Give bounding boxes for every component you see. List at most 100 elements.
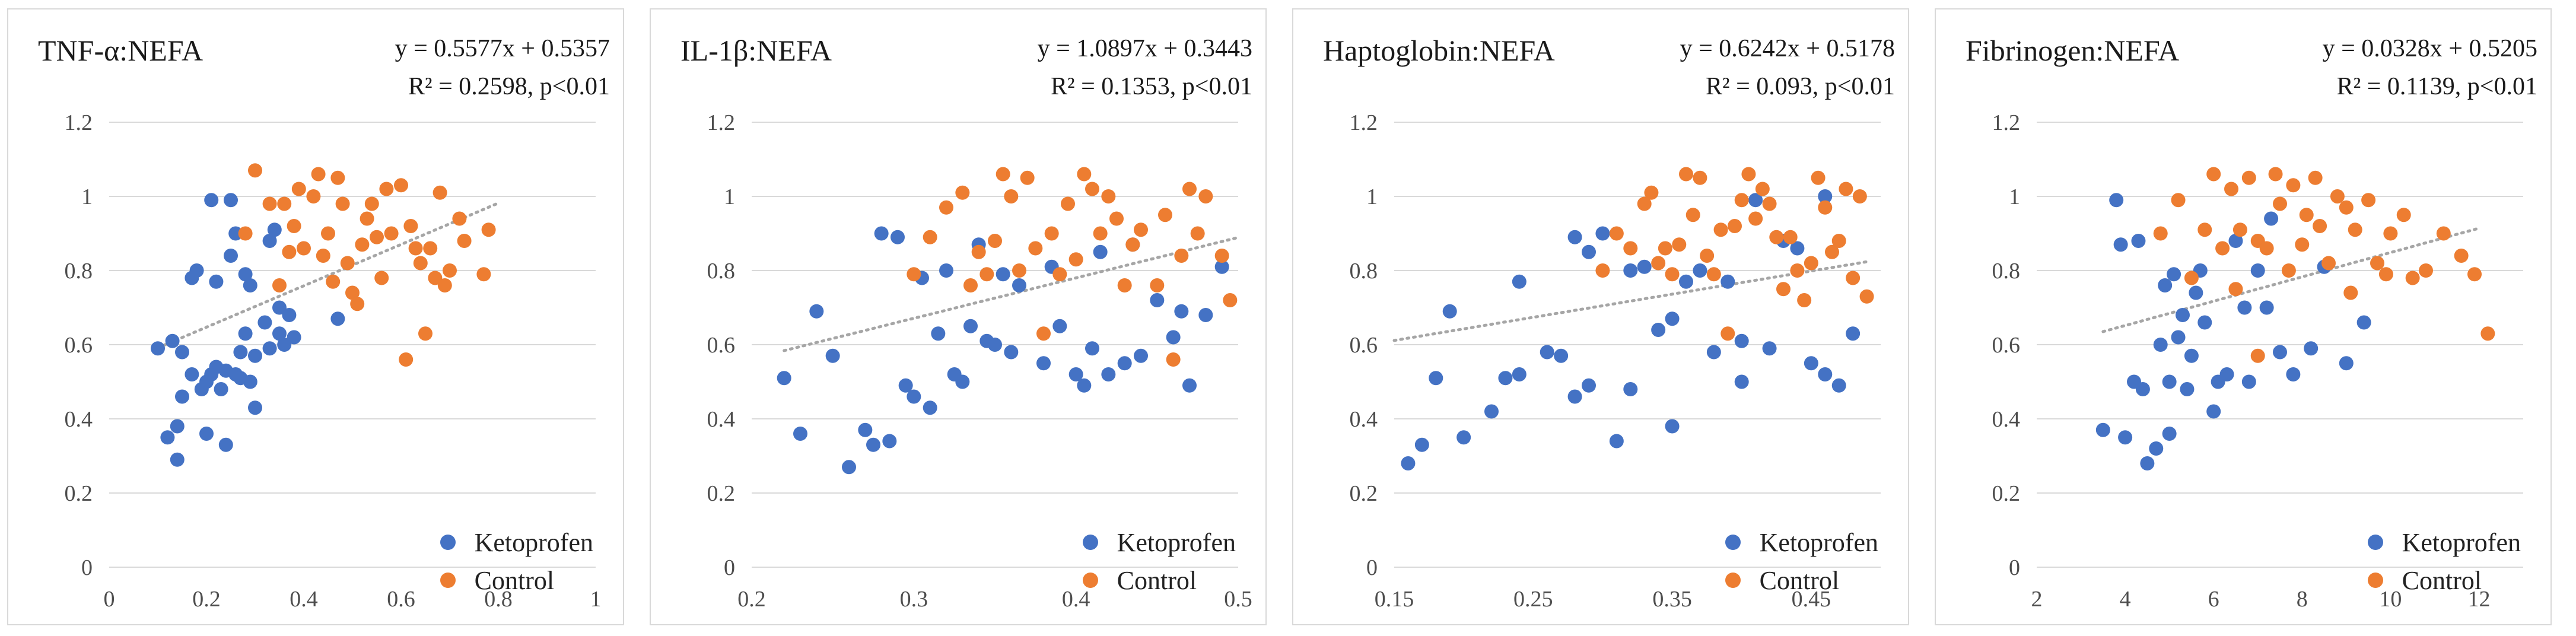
- data-point-ketoprofen: [272, 326, 287, 341]
- data-point-control: [1077, 167, 1092, 182]
- data-point-ketoprofen: [2197, 315, 2212, 330]
- legend: Ketoprofen Control: [440, 523, 593, 599]
- data-point-ketoprofen: [2131, 234, 2146, 248]
- data-point-control: [2348, 222, 2362, 237]
- data-point-control: [2273, 196, 2287, 211]
- y-tick-label: 0.6: [1992, 333, 2021, 358]
- data-point-ketoprofen: [1637, 259, 1652, 274]
- chart-title: Fibrinogen:NEFA: [1966, 34, 2180, 67]
- legend-label: Ketoprofen: [2402, 527, 2521, 557]
- y-tick-label: 1: [1366, 185, 1378, 209]
- data-point-control: [340, 256, 355, 271]
- data-point-ketoprofen: [988, 338, 1002, 352]
- data-point-ketoprofen: [996, 267, 1010, 282]
- y-tick-label: 1: [81, 185, 93, 209]
- data-point-control: [282, 244, 297, 259]
- data-point-control: [423, 241, 438, 256]
- data-point-ketoprofen: [2264, 211, 2279, 226]
- y-tick-label: 0.8: [1350, 259, 1378, 284]
- data-point-control: [955, 185, 970, 200]
- legend-label: Control: [1759, 565, 1840, 595]
- data-point-ketoprofen: [891, 230, 905, 244]
- data-point-ketoprofen: [1012, 278, 1026, 292]
- data-point-control: [432, 185, 447, 200]
- data-point-control: [272, 278, 287, 292]
- x-tick-label: 8: [2297, 587, 2308, 612]
- data-point-ketoprofen: [228, 226, 243, 241]
- data-point-control: [1685, 208, 1700, 222]
- data-point-control: [2232, 222, 2247, 237]
- data-point-ketoprofen: [1214, 259, 1229, 274]
- data-point-control: [963, 278, 978, 292]
- data-point-control: [403, 219, 418, 233]
- data-point-control: [1672, 237, 1687, 252]
- legend: Ketoprofen Control: [1725, 523, 1878, 599]
- data-point-ketoprofen: [282, 308, 297, 322]
- data-point-control: [297, 241, 311, 256]
- x-tick-label: 6: [2208, 587, 2219, 612]
- data-point-control: [1790, 263, 1805, 278]
- data-point-ketoprofen: [2241, 374, 2256, 389]
- chart-panel-fibrinogen: 0 0.2 0.4 0.6 0.8 1 1.2 2 4 6 8 10 12 Fibrinogen:NEF…: [1935, 8, 2552, 625]
- data-point-ketoprofen: [1567, 230, 1582, 244]
- data-point-ketoprofen: [2118, 430, 2133, 445]
- data-point-ketoprofen: [2153, 338, 2168, 352]
- data-point-ketoprofen: [2162, 427, 2177, 441]
- data-point-control: [2378, 267, 2393, 282]
- x-tick-label: 0.2: [737, 587, 766, 612]
- data-point-control: [1117, 278, 1132, 292]
- data-point-ketoprofen: [175, 345, 189, 360]
- data-point-ketoprofen: [1052, 319, 1067, 333]
- data-point-control: [2197, 222, 2212, 237]
- data-point-control: [374, 271, 389, 285]
- data-point-control: [321, 226, 335, 241]
- data-point-ketoprofen: [1790, 241, 1805, 256]
- data-point-control: [2224, 182, 2238, 196]
- data-point-ketoprofen: [224, 249, 238, 263]
- data-point-control: [1693, 170, 1707, 185]
- data-point-control: [1776, 282, 1791, 297]
- data-point-control: [345, 285, 360, 300]
- regression-annotation: y = 0.0328x + 0.5205 R² = 0.1139, p<0.01: [2323, 30, 2537, 106]
- data-point-control: [1846, 271, 1861, 285]
- chart-panel-haptoglobin: 0 0.2 0.4 0.6 0.8 1 1.2 0.15 0.25 0.35 0.45 Haptog…: [1292, 8, 1909, 625]
- legend-label: Ketoprofen: [474, 527, 593, 557]
- data-point-ketoprofen: [898, 378, 913, 393]
- data-point-control: [2405, 271, 2420, 285]
- data-point-control: [413, 256, 428, 271]
- x-tick-label: 1: [590, 587, 602, 612]
- data-point-ketoprofen: [1831, 378, 1846, 393]
- data-point-control: [971, 244, 986, 259]
- data-point-control: [2419, 263, 2433, 278]
- legend-item-ketoprofen: Ketoprofen: [2367, 523, 2521, 561]
- data-point-control: [1158, 208, 1172, 222]
- data-point-ketoprofen: [248, 400, 262, 415]
- data-point-control: [443, 263, 457, 278]
- data-point-ketoprofen: [1174, 304, 1189, 319]
- data-point-ketoprofen: [248, 348, 262, 363]
- y-tick-label: 0: [1366, 555, 1378, 580]
- data-point-ketoprofen: [165, 333, 180, 348]
- y-tick-label: 0.4: [707, 407, 736, 432]
- data-point-ketoprofen: [1679, 274, 1693, 289]
- data-point-control: [2215, 241, 2230, 256]
- data-point-ketoprofen: [1762, 341, 1777, 356]
- legend: Ketoprofen Control: [2367, 523, 2521, 599]
- data-point-ketoprofen: [189, 263, 204, 278]
- data-point-control: [1214, 249, 1229, 263]
- y-tick-label: 1.2: [65, 110, 93, 135]
- x-tick-label: 12: [2467, 587, 2490, 612]
- data-point-control: [1052, 267, 1067, 282]
- data-point-control: [330, 170, 345, 185]
- legend: Ketoprofen Control: [1082, 523, 1236, 599]
- regression-stats: R² = 0.2598, p<0.01: [408, 73, 610, 100]
- data-point-ketoprofen: [2219, 367, 2234, 381]
- regression-stats: R² = 0.1353, p<0.01: [1051, 73, 1252, 100]
- y-tick-label: 0.8: [707, 259, 736, 284]
- data-point-control: [335, 196, 350, 211]
- y-tick-label: 1: [724, 185, 735, 209]
- data-point-ketoprofen: [2180, 382, 2195, 396]
- data-point-control: [1174, 249, 1189, 263]
- x-tick-label: 0.6: [387, 587, 415, 612]
- data-point-control: [1859, 289, 1874, 304]
